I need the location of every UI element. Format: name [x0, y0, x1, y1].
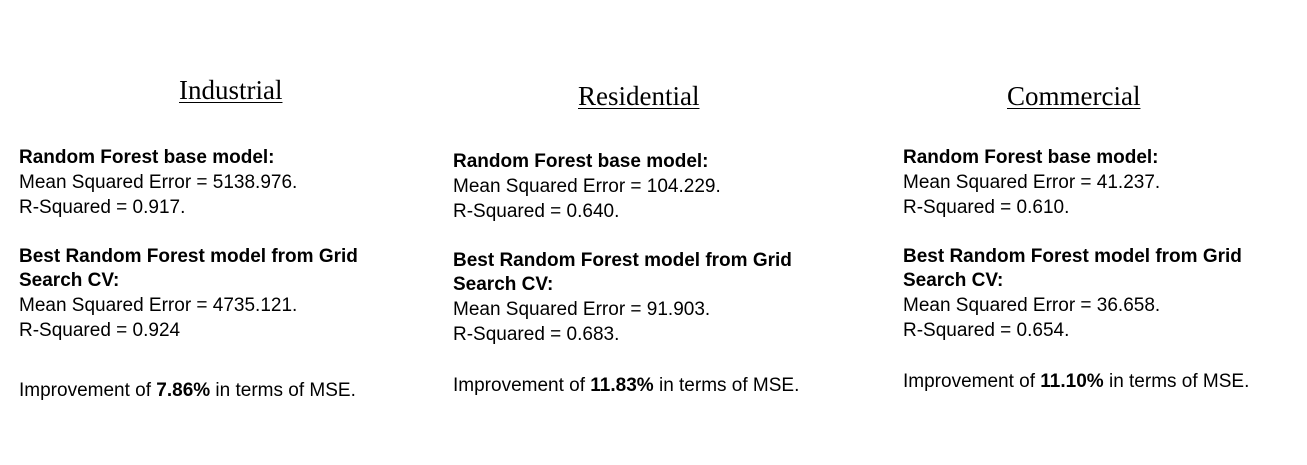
column-residential: Residential Random Forest base model: Me… — [453, 0, 873, 465]
base-model-block: Random Forest base model: Mean Squared E… — [903, 145, 1160, 220]
improvement-text: Improvement of 11.83% in terms of MSE. — [453, 373, 799, 398]
improvement-text: Improvement of 7.86% in terms of MSE. — [19, 378, 356, 403]
base-r-squared: R-Squared = 0.610. — [903, 197, 1070, 218]
best-model-block: Best Random Forest model from Grid Searc… — [453, 249, 833, 347]
best-model-block: Best Random Forest model from Grid Searc… — [19, 245, 399, 343]
best-model-heading: Best Random Forest model from Grid Searc… — [903, 246, 1242, 291]
base-model-block: Random Forest base model: Mean Squared E… — [453, 149, 721, 224]
improvement-prefix: Improvement of — [19, 380, 157, 401]
improvement-suffix: in terms of MSE. — [1103, 371, 1250, 392]
best-model-heading: Best Random Forest model from Grid Searc… — [453, 250, 792, 295]
improvement-value: 11.10% — [1040, 371, 1104, 392]
base-mse: Mean Squared Error = 41.237. — [903, 172, 1161, 193]
base-model-heading: Random Forest base model: — [19, 147, 275, 168]
improvement-value: 7.86% — [156, 380, 211, 401]
best-model-heading: Best Random Forest model from Grid Searc… — [19, 246, 358, 291]
base-model-heading: Random Forest base model: — [453, 151, 709, 172]
base-r-squared: R-Squared = 0.917. — [19, 197, 186, 218]
improvement-suffix: in terms of MSE. — [210, 380, 356, 401]
column-title: Industrial — [179, 75, 283, 105]
best-model-block: Best Random Forest model from Grid Searc… — [903, 245, 1283, 343]
base-mse: Mean Squared Error = 5138.976. — [19, 172, 298, 193]
improvement-text: Improvement of 11.10% in terms of MSE. — [903, 369, 1249, 394]
best-r-squared: R-Squared = 0.654. — [903, 320, 1070, 341]
column-industrial: Industrial Random Forest base model: Mea… — [19, 0, 419, 465]
best-mse: Mean Squared Error = 4735.121. — [19, 295, 298, 316]
base-model-heading: Random Forest base model: — [903, 147, 1159, 168]
base-mse: Mean Squared Error = 104.229. — [453, 176, 721, 197]
column-title: Commercial — [1007, 81, 1141, 111]
base-r-squared: R-Squared = 0.640. — [453, 201, 620, 222]
improvement-value: 11.83% — [590, 375, 654, 396]
improvement-suffix: in terms of MSE. — [653, 375, 800, 396]
base-model-block: Random Forest base model: Mean Squared E… — [19, 145, 297, 220]
column-title: Residential — [578, 81, 700, 111]
best-r-squared: R-Squared = 0.683. — [453, 324, 620, 345]
best-mse: Mean Squared Error = 36.658. — [903, 295, 1161, 316]
improvement-prefix: Improvement of — [903, 371, 1041, 392]
best-r-squared: R-Squared = 0.924 — [19, 320, 181, 341]
improvement-prefix: Improvement of — [453, 375, 591, 396]
column-commercial: Commercial Random Forest base model: Mea… — [903, 0, 1303, 465]
best-mse: Mean Squared Error = 91.903. — [453, 299, 711, 320]
